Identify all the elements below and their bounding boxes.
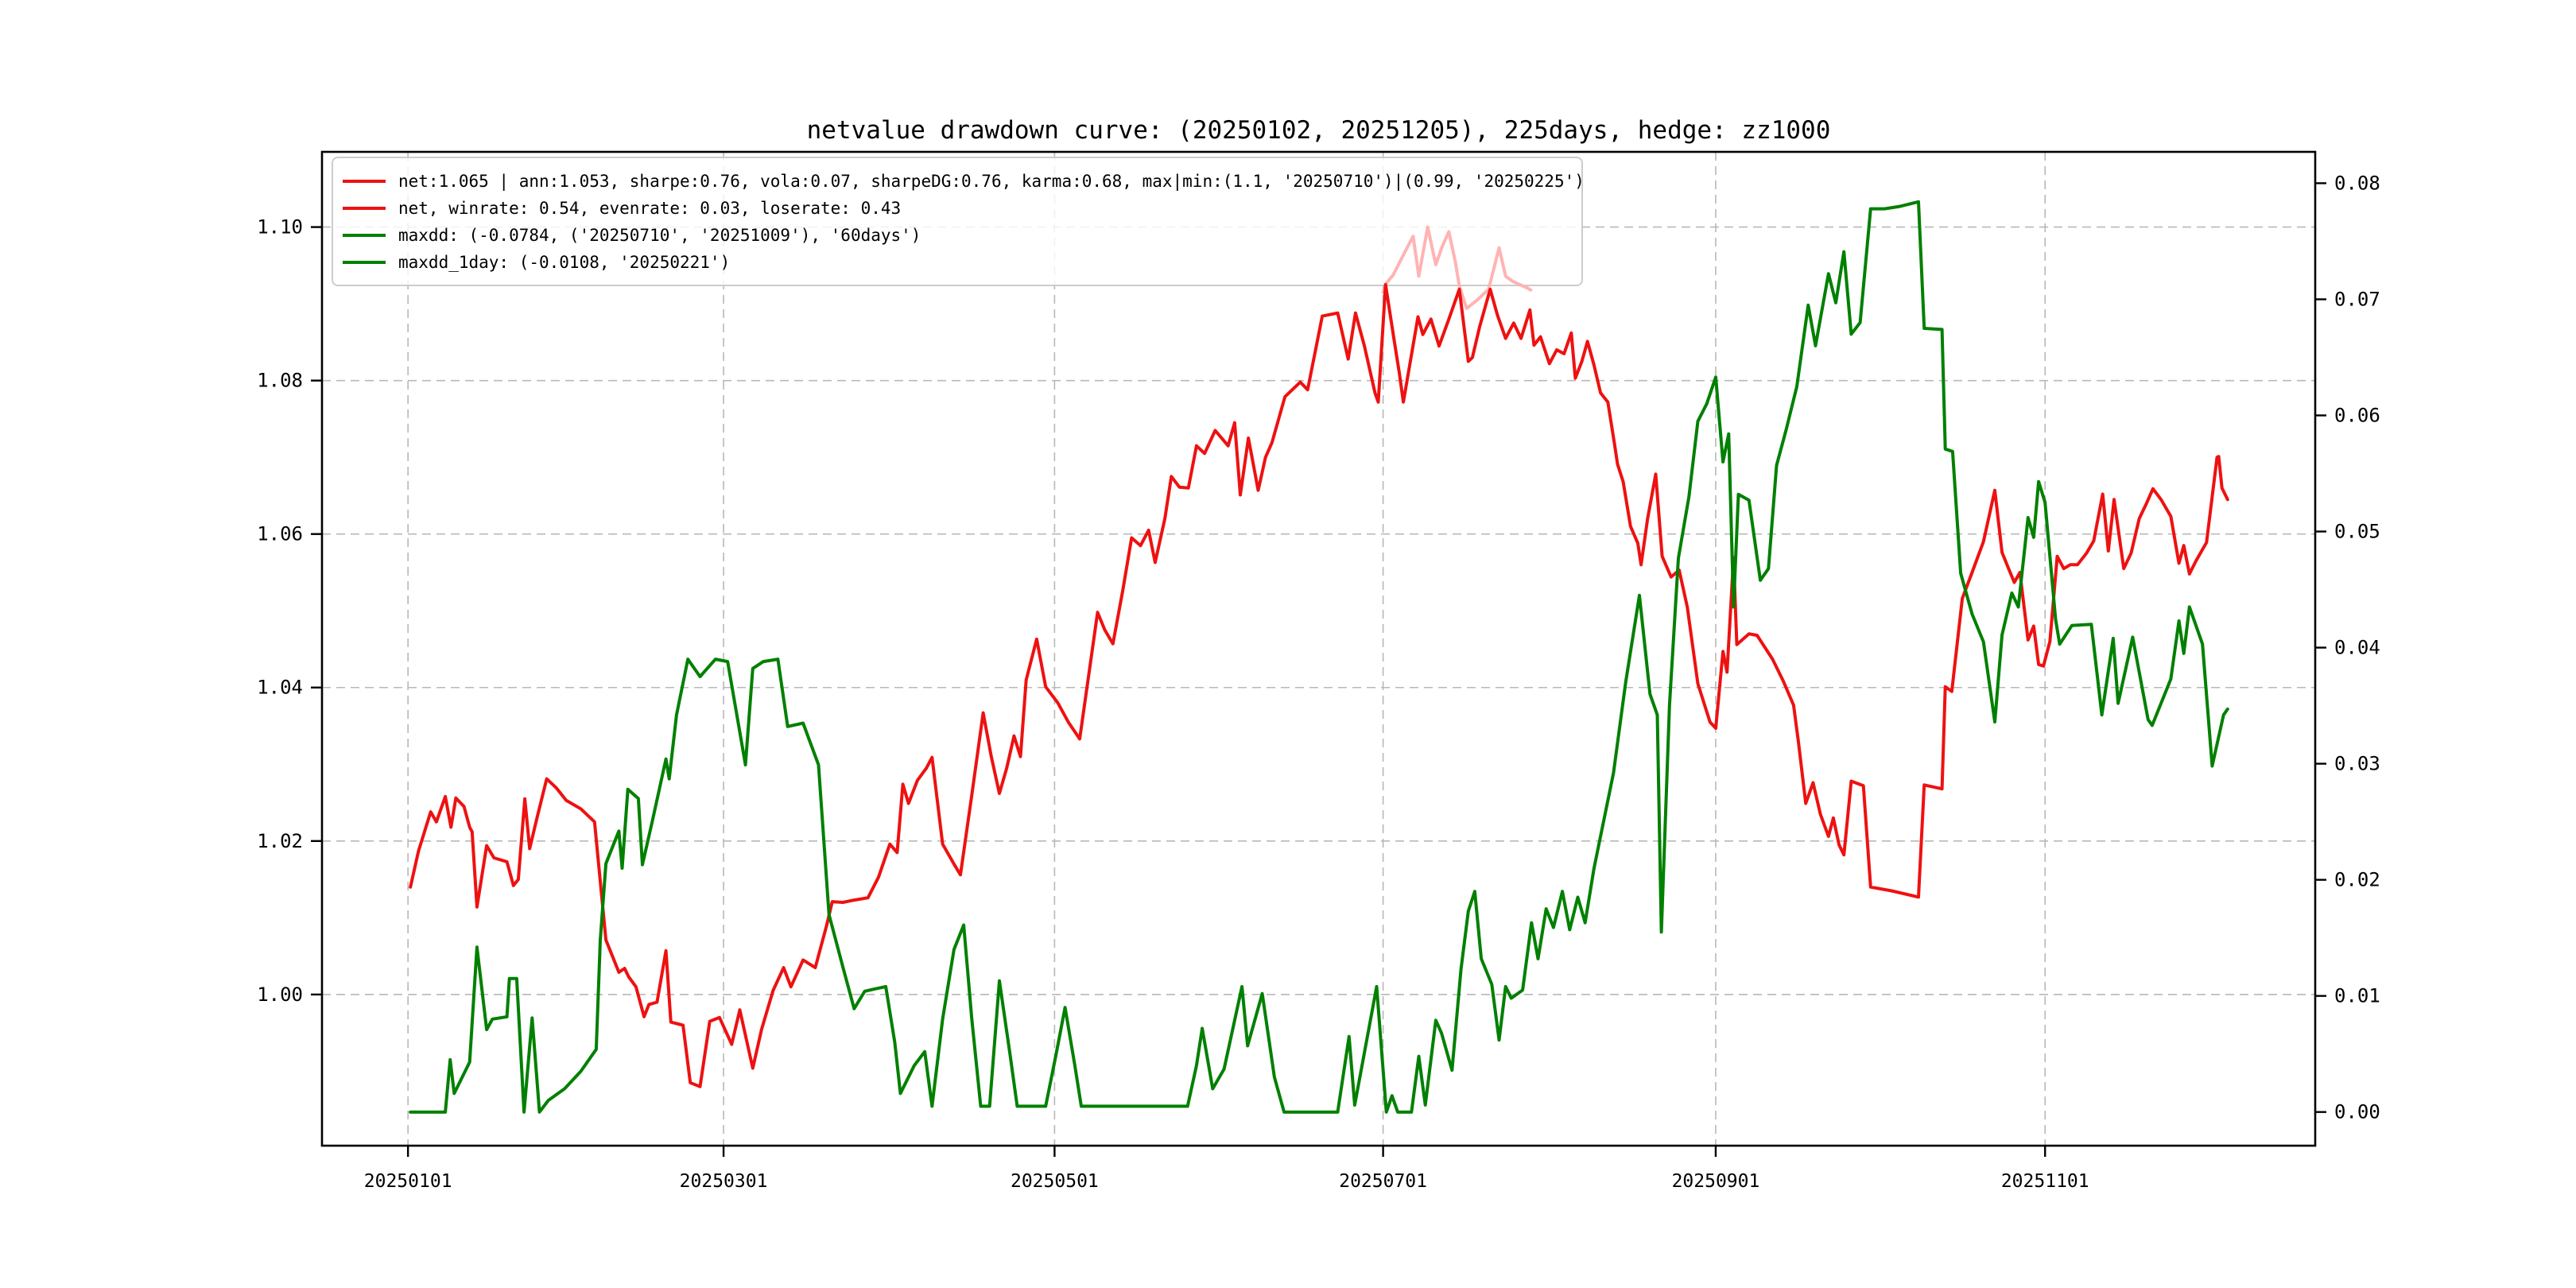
y-right-tick-label: 0.02 [2334,869,2380,891]
x-tick-label: 20250901 [1672,1171,1760,1192]
gridlines [322,152,2315,1146]
y-left-tick-label: 1.10 [257,216,303,239]
y-right-tick-label: 0.04 [2334,637,2380,659]
x-tick-label: 20250301 [680,1171,768,1192]
tick-labels: 1.00 1.02 1.04 1.06 1.08 1.10 0.00 0.01 0.02 0.03… [257,172,2380,1192]
x-tick-label: 20250701 [1339,1171,1427,1192]
legend-line-swatch-maxdd [343,233,386,237]
legend-item-net-stats: net:1.065 | ann:1.053, sharpe:0.76, vola… [343,168,1585,194]
y-right-tick-label: 0.08 [2334,172,2380,194]
legend-label: net:1.065 | ann:1.053, sharpe:0.76, vola… [398,171,1585,191]
legend-label: maxdd: (-0.0784, ('20250710', '20251009'… [398,225,921,245]
legend-label: net, winrate: 0.54, evenrate: 0.03, lose… [398,198,902,218]
y-right-tick-label: 0.05 [2334,521,2380,543]
y-left-tick-label: 1.06 [257,523,303,545]
tick-marks [311,182,2326,1157]
legend-item-maxdd-1day: maxdd_1day: (-0.0108, '20250221') [343,249,1573,275]
y-right-tick-label: 0.03 [2334,753,2380,775]
legend-line-swatch-net [343,179,386,183]
y-right-tick-label: 0.00 [2334,1101,2380,1123]
legend-item-maxdd: maxdd: (-0.0784, ('20250710', '20251009'… [343,222,1573,248]
x-tick-label: 20250501 [1011,1171,1099,1192]
legend-label: maxdd_1day: (-0.0108, '20250221') [398,252,731,272]
legend-line-swatch-net2 [343,206,386,210]
x-tick-label: 20250101 [364,1171,452,1192]
y-right-tick-label: 0.06 [2334,404,2380,426]
y-left-tick-label: 1.08 [257,370,303,392]
chart-title: netvalue drawdown curve: (20250102, 2025… [806,116,1831,145]
plot-spines [320,150,2317,1147]
y-left-tick-label: 1.02 [257,830,303,852]
y-right-tick-label: 0.01 [2334,985,2380,1007]
legend: net:1.065 | ann:1.053, sharpe:0.76, vola… [332,157,1585,286]
legend-line-swatch-maxdd-1day [343,260,386,264]
legend-item-net-winrate: net, winrate: 0.54, evenrate: 0.03, lose… [343,195,1573,221]
y-left-tick-label: 1.04 [257,677,303,699]
x-tick-label: 20251101 [2001,1171,2089,1192]
y-left-tick-label: 1.00 [257,983,303,1006]
y-right-tick-label: 0.07 [2334,288,2380,310]
